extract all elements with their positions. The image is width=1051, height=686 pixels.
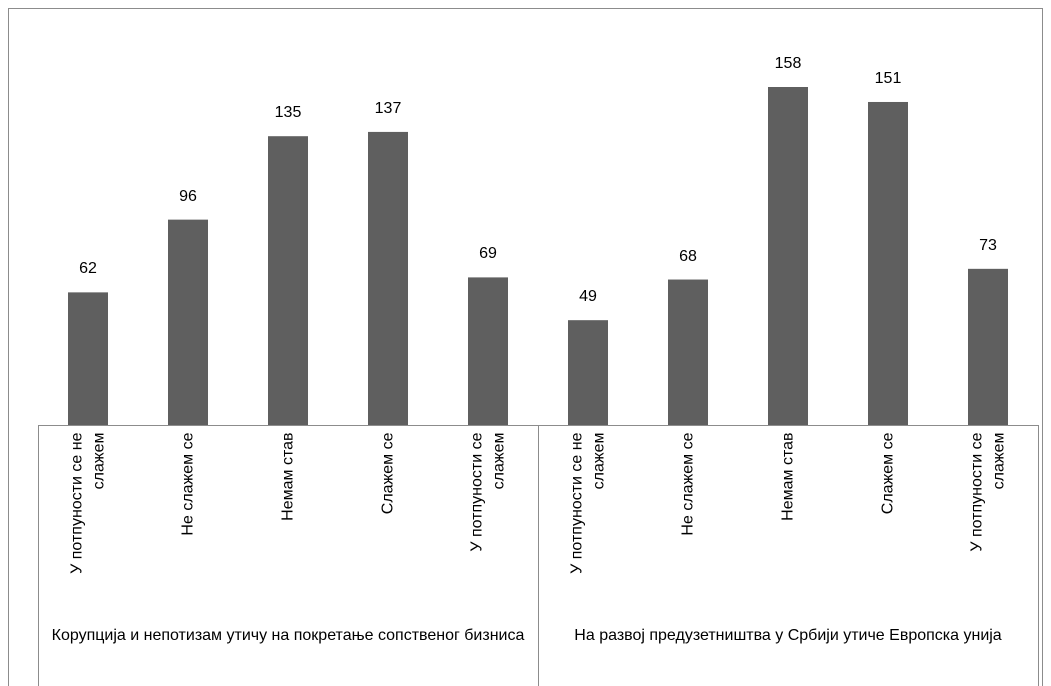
- x-tick-label: Не слажем се: [679, 432, 696, 536]
- bar: [468, 277, 508, 425]
- value-label: 49: [579, 288, 597, 306]
- x-tick-label: У потпуности се слажем: [968, 432, 1007, 552]
- value-label: 158: [774, 55, 802, 72]
- bar: [868, 101, 908, 426]
- value-label: 137: [374, 99, 402, 117]
- bar: [968, 268, 1008, 425]
- x-tick-label: Немам став: [779, 432, 796, 521]
- value-label: 69: [479, 245, 497, 263]
- bar: [668, 279, 708, 425]
- bar: [68, 292, 108, 425]
- value-label: 151: [874, 69, 902, 87]
- x-tick-label: У потпуности се не слажем: [568, 432, 607, 574]
- group-label: Корупција и непотизам утичу на покретање…: [51, 627, 525, 644]
- value-label: 135: [274, 104, 302, 122]
- x-tick-label: Немам став: [279, 432, 296, 521]
- bar: [568, 320, 608, 425]
- x-tick-label: У потпуности се слажем: [468, 432, 507, 552]
- value-label: 62: [79, 260, 97, 278]
- bar: [368, 131, 408, 425]
- bar: [268, 136, 308, 426]
- bar: [768, 87, 808, 425]
- value-label: 68: [679, 247, 697, 265]
- x-tick-label: Слажем се: [379, 432, 396, 515]
- value-label: 73: [979, 236, 997, 254]
- chart-frame: [8, 8, 1043, 686]
- x-tick-label: У потпуности се не слажем: [68, 432, 107, 574]
- x-tick-label: Слажем се: [879, 432, 896, 515]
- group-label: На развој предузетништва у Србији утиче …: [574, 627, 1002, 644]
- x-tick-label: Не слажем се: [179, 432, 196, 536]
- bar: [168, 219, 208, 425]
- value-label: 96: [179, 187, 197, 205]
